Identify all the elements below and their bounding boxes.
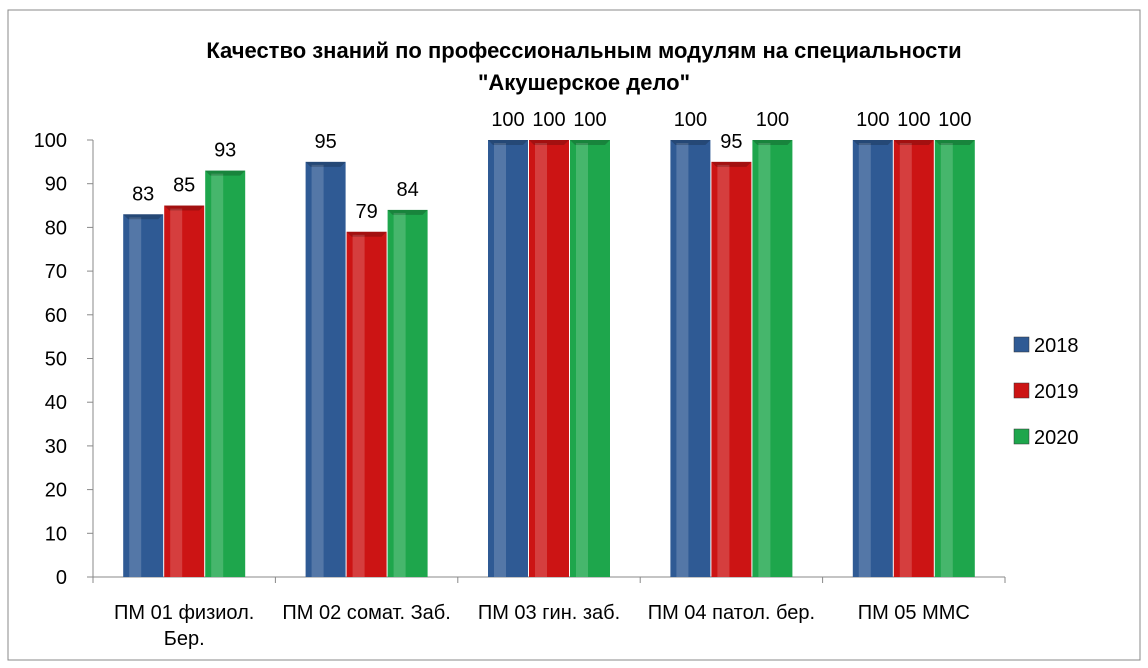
x-tick-label: ПМ 01 физиол. Бер. <box>114 602 255 650</box>
bar-top <box>387 209 428 215</box>
bar <box>570 140 610 577</box>
bar-shine <box>676 143 689 577</box>
bar-shine <box>758 143 771 577</box>
x-tick-label: ПМ 02 сомат. Заб. <box>282 602 451 624</box>
value-label: 100 <box>938 109 971 131</box>
value-label: 100 <box>756 109 789 131</box>
bar-shine <box>494 143 506 577</box>
bar-shine <box>352 234 365 577</box>
bar <box>711 161 752 577</box>
legend-label: 2019 <box>1034 381 1079 403</box>
bar-shine <box>535 143 547 577</box>
bar-top <box>205 170 246 176</box>
bar-shine <box>858 143 871 577</box>
bar-top <box>711 161 752 167</box>
value-label: 95 <box>720 131 742 153</box>
legend-swatch <box>1013 336 1030 353</box>
bar <box>387 209 428 578</box>
bar-shine <box>170 208 183 578</box>
bar-shine <box>576 143 588 577</box>
bar-shine <box>129 217 142 578</box>
y-tick-label: 70 <box>45 261 67 283</box>
y-tick-label: 30 <box>45 436 67 458</box>
y-tick-label: 40 <box>45 392 67 414</box>
y-tick-label: 10 <box>45 523 67 545</box>
bar-top <box>488 140 528 145</box>
bar <box>346 231 387 577</box>
bar-shine <box>393 212 406 578</box>
y-tick-label: 20 <box>45 480 67 502</box>
value-label: 95 <box>314 131 336 153</box>
value-label: 79 <box>355 201 377 223</box>
value-label: 85 <box>173 175 195 197</box>
bar-top <box>123 214 164 220</box>
value-label: 100 <box>573 109 606 131</box>
bar-top <box>570 140 610 145</box>
bar <box>893 140 934 577</box>
bar <box>852 140 893 577</box>
x-tick-label: ПМ 05 ММС <box>857 602 970 624</box>
bar <box>164 205 205 578</box>
x-tick-label: ПМ 03 гин. заб. <box>477 602 621 624</box>
bar <box>529 140 569 577</box>
y-tick-label: 90 <box>45 174 67 196</box>
y-tick-label: 50 <box>45 349 67 371</box>
value-label: 100 <box>856 109 889 131</box>
legend-label: 2018 <box>1034 335 1079 357</box>
bar-shine <box>311 164 324 577</box>
bar-shine <box>717 164 730 577</box>
y-tick-label: 0 <box>56 567 67 589</box>
value-label: 100 <box>674 109 707 131</box>
value-label: 84 <box>396 179 418 201</box>
bar <box>123 214 164 578</box>
bar-shine <box>211 173 224 577</box>
legend-swatch <box>1013 428 1030 445</box>
value-label: 100 <box>897 109 930 131</box>
legend-swatch <box>1013 382 1030 399</box>
bar-top <box>852 140 893 145</box>
chart-title: Качество знаний по профессиональным моду… <box>206 38 961 63</box>
bar <box>934 140 975 577</box>
bar-top <box>164 205 205 211</box>
bar-top <box>670 140 711 145</box>
value-label: 100 <box>532 109 565 131</box>
bar <box>305 161 346 577</box>
bar <box>670 140 711 577</box>
bar-shine <box>940 143 953 577</box>
y-tick-label: 100 <box>34 130 67 152</box>
x-tick-label: ПМ 04 патол. бер. <box>647 602 816 624</box>
value-label: 100 <box>491 109 524 131</box>
bar <box>488 140 528 577</box>
y-tick-label: 80 <box>45 217 67 239</box>
bar-top <box>305 161 346 167</box>
value-label: 93 <box>214 140 236 162</box>
bar <box>752 140 793 577</box>
value-label: 83 <box>132 183 154 205</box>
chart-title: "Акушерское дело" <box>478 70 690 95</box>
bar-top <box>893 140 934 145</box>
bar-shine <box>899 143 912 577</box>
bar <box>205 170 246 577</box>
bar-top <box>529 140 569 145</box>
bar-top <box>346 231 387 237</box>
legend-label: 2020 <box>1034 427 1079 449</box>
y-tick-label: 60 <box>45 305 67 327</box>
bar-top <box>752 140 793 145</box>
bar-top <box>934 140 975 145</box>
